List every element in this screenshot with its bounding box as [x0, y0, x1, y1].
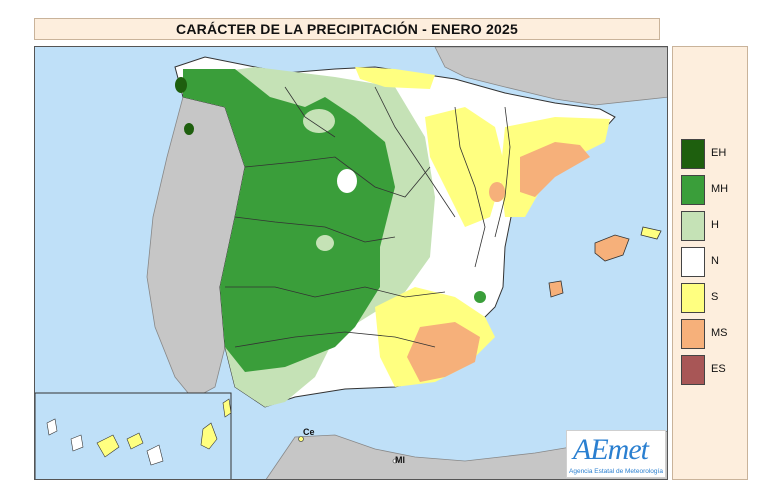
city-label-ceuta: Ce	[303, 427, 315, 437]
legend-swatch-es	[681, 355, 705, 385]
zone-dry-north	[355, 67, 435, 89]
map-title: CARÁCTER DE LA PRECIPITACIÓN - ENERO 202…	[34, 18, 660, 40]
legend-swatch-s	[681, 283, 705, 313]
map-title-text: CARÁCTER DE LA PRECIPITACIÓN - ENERO 202…	[176, 21, 518, 37]
regional-boundaries	[225, 86, 511, 348]
zone-very-dry-southeast	[407, 322, 480, 382]
legend-label-n: N	[711, 255, 719, 267]
zone-dry-east	[425, 107, 505, 227]
map-svg	[35, 47, 667, 479]
legend-item-h: H	[681, 211, 745, 241]
zone-humid-spot-north	[303, 109, 335, 133]
zone-very-dry-catalonia	[520, 142, 590, 197]
zone-extremely-humid-1	[175, 77, 187, 93]
legend-label-ms: MS	[711, 327, 728, 339]
legend-panel: EH MH H N S MS ES	[672, 46, 748, 480]
legend-swatch-ms	[681, 319, 705, 349]
legend-label-eh: EH	[711, 147, 727, 159]
island-mallorca	[594, 234, 630, 262]
precipitation-map: Ce Ml	[34, 46, 668, 480]
zone-very-humid-murcia	[474, 291, 486, 303]
island-ibiza	[548, 280, 564, 298]
melilla-marker	[392, 458, 398, 464]
zone-very-humid	[183, 69, 395, 372]
zone-very-dry-spot	[489, 182, 505, 202]
legend-item-mh: MH	[681, 175, 745, 205]
ceuta-marker	[298, 436, 304, 442]
legend-label-h: H	[711, 219, 719, 231]
zone-humid-spot	[316, 235, 334, 251]
zone-extremely-humid-2	[184, 123, 194, 135]
aemet-logo-word: AEmet	[573, 433, 649, 466]
zone-normal-spot	[337, 169, 357, 193]
aemet-logo-subtitle: Agencia Estatal de Meteorología	[569, 468, 663, 475]
island-menorca	[640, 226, 662, 240]
legend-item-es: ES	[681, 355, 745, 385]
france-land	[434, 47, 667, 106]
legend-swatch-mh	[681, 175, 705, 205]
legend-label-es: ES	[711, 363, 726, 375]
legend-swatch-eh	[681, 139, 705, 169]
legend-label-mh: MH	[711, 183, 729, 195]
canary-islands	[46, 398, 232, 466]
legend-swatch-n	[681, 247, 705, 277]
legend-item-ms: MS	[681, 319, 745, 349]
legend-label-s: S	[711, 291, 719, 303]
legend-item-eh: EH	[681, 139, 745, 169]
legend-item-s: S	[681, 283, 745, 313]
aemet-logo: AEmet Agencia Estatal de Meteorología	[566, 430, 666, 478]
legend-item-n: N	[681, 247, 745, 277]
legend-swatch-h	[681, 211, 705, 241]
city-label-melilla: Ml	[395, 455, 405, 465]
